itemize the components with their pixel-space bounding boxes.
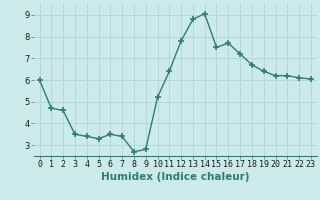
- X-axis label: Humidex (Indice chaleur): Humidex (Indice chaleur): [101, 172, 250, 182]
